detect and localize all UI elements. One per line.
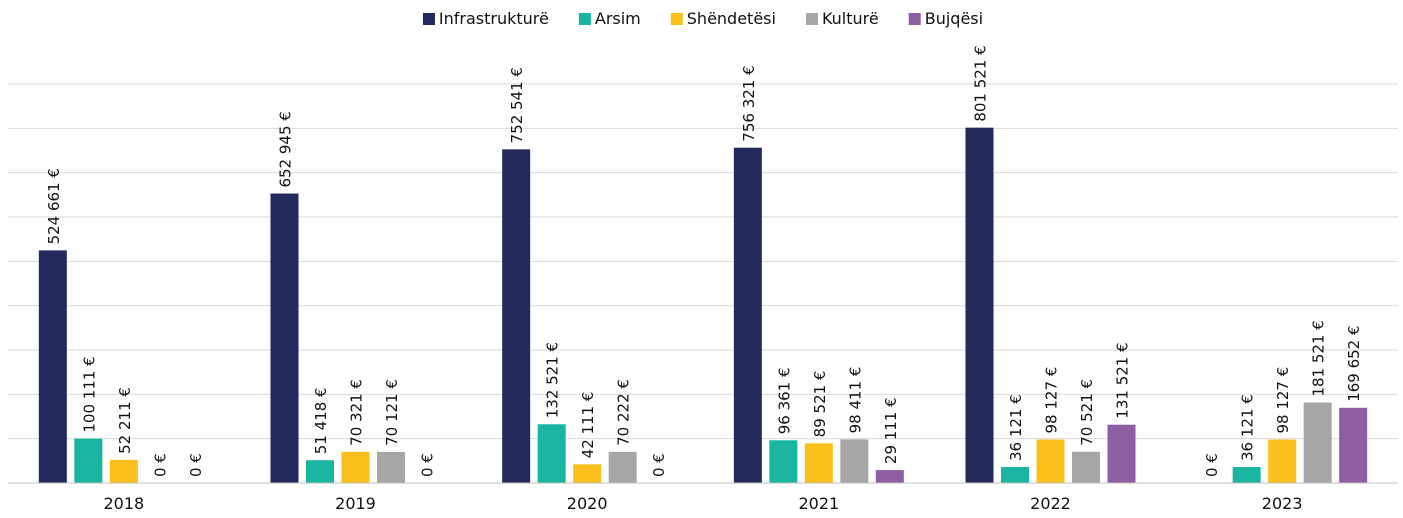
bar <box>502 149 531 484</box>
value-label: 98 411 € <box>846 367 864 434</box>
value-label: 36 121 € <box>1007 394 1025 461</box>
bar <box>1001 466 1029 483</box>
bar <box>875 470 904 483</box>
bar <box>306 460 334 483</box>
value-label: 0 € <box>419 453 437 477</box>
value-label: 169 652 € <box>1345 325 1363 401</box>
bar <box>1268 439 1297 483</box>
value-label: 98 127 € <box>1274 367 1292 434</box>
value-label: 70 121 € <box>383 379 401 446</box>
value-label: 52 211 € <box>116 387 134 454</box>
bar <box>1072 451 1100 483</box>
x-tick-label: 2020 <box>567 494 608 513</box>
value-label: 70 222 € <box>615 379 633 446</box>
bar <box>270 193 299 483</box>
bar <box>341 451 370 483</box>
bar <box>1036 439 1065 483</box>
x-tick-label: 2021 <box>798 494 839 513</box>
value-label: 181 521 € <box>1310 320 1328 396</box>
bar <box>1232 466 1261 483</box>
legend-swatch <box>805 13 818 25</box>
value-label: 96 361 € <box>775 367 793 434</box>
bar <box>1303 402 1332 483</box>
value-label: 89 521 € <box>811 371 829 438</box>
x-tick-label: 2018 <box>103 494 144 513</box>
value-label: 524 661 € <box>45 168 63 244</box>
bar <box>840 439 869 483</box>
value-label: 70 321 € <box>348 379 366 446</box>
legend-swatch <box>908 13 921 25</box>
value-label: 801 521 € <box>972 45 990 121</box>
bar <box>377 451 405 483</box>
value-label: 29 111 € <box>882 397 900 464</box>
bar <box>537 424 566 483</box>
bar <box>1107 424 1136 483</box>
legend-label: Shëndetësi <box>687 9 776 28</box>
legend-label: Bujqësi <box>925 9 983 28</box>
bar <box>804 443 833 483</box>
value-label: 0 € <box>187 453 205 477</box>
bar <box>733 147 762 483</box>
legend-label: Arsim <box>595 9 641 28</box>
legend-label: Kulturë <box>822 9 879 28</box>
legend-label: Infrastrukturë <box>439 9 549 28</box>
bar <box>38 250 67 483</box>
value-label: 42 111 € <box>579 392 597 459</box>
bar <box>573 464 602 483</box>
value-label: 0 € <box>151 453 169 477</box>
bar <box>965 127 994 483</box>
value-label: 51 418 € <box>312 387 330 454</box>
legend-swatch <box>422 13 435 25</box>
value-label: 70 521 € <box>1078 379 1096 446</box>
value-label: 0 € <box>1203 453 1221 477</box>
value-label: 131 521 € <box>1114 342 1132 418</box>
x-tick-label: 2023 <box>1262 494 1303 513</box>
value-label: 36 121 € <box>1239 394 1257 461</box>
value-label: 132 521 € <box>544 342 562 418</box>
bar <box>109 459 138 483</box>
value-label: 752 541 € <box>508 67 526 143</box>
bar <box>1339 407 1368 483</box>
value-label: 0 € <box>650 453 668 477</box>
bar <box>74 438 103 483</box>
value-label: 756 321 € <box>740 65 758 141</box>
value-label: 98 127 € <box>1043 367 1061 434</box>
x-tick-label: 2019 <box>335 494 376 513</box>
bar <box>608 451 637 483</box>
bar <box>769 440 798 483</box>
value-label: 100 111 € <box>80 356 98 432</box>
legend-swatch <box>578 13 591 25</box>
x-tick-label: 2022 <box>1030 494 1071 513</box>
value-label: 652 945 € <box>277 111 295 187</box>
legend-swatch <box>670 13 683 25</box>
